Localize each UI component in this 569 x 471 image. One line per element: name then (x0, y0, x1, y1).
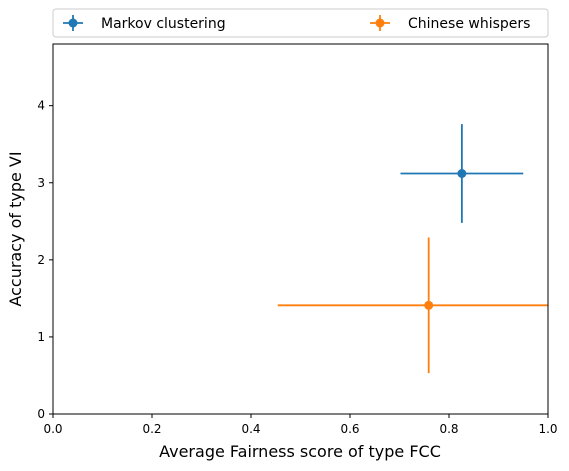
series-1 (277, 237, 548, 374)
legend-label-markov: Markov clustering (101, 16, 226, 32)
axis-ticks: 0.0 0.2 0.4 0.6 0.8 1.0 0 1 2 3 4 (37, 99, 557, 436)
y-tick-label-3: 3 (37, 176, 45, 190)
data-marks (277, 124, 548, 374)
x-tick-label-3: 0.6 (340, 422, 359, 436)
y-tick-label-2: 2 (37, 253, 45, 267)
legend-handle-0 (63, 15, 83, 31)
legend-handle-1 (370, 15, 390, 31)
x-tick-label-4: 0.8 (439, 422, 458, 436)
series-0 (400, 124, 524, 223)
x-tick-label-5: 1.0 (538, 422, 557, 436)
y-axis-label: Accuracy of type VI (6, 151, 25, 306)
x-tick-label-0: 0.0 (43, 422, 62, 436)
y-tick-label-1: 1 (37, 330, 45, 344)
plot-frame (52, 43, 549, 415)
y-tick-label-4: 4 (37, 99, 45, 113)
data-point-1 (424, 300, 434, 310)
data-point-0 (457, 169, 467, 178)
y-tick-label-0: 0 (37, 407, 45, 421)
legend-items (63, 15, 390, 31)
x-tick-label-1: 0.2 (142, 422, 161, 436)
legend-label-chinese: Chinese whispers (408, 16, 530, 32)
x-tick-label-2: 0.4 (241, 422, 260, 436)
x-axis-label: Average Fairness score of type FCC (159, 442, 441, 461)
legend: Markov clustering Chinese whispers (52, 8, 549, 38)
legend-frame (52, 8, 549, 38)
